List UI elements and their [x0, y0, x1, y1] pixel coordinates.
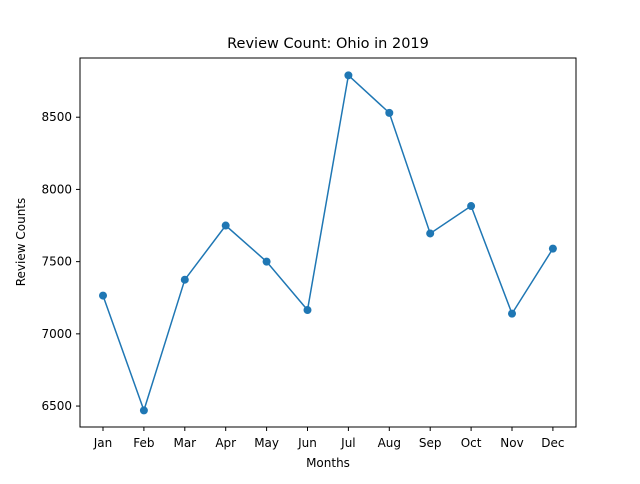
y-tick-label: 7500	[41, 255, 72, 269]
x-tick-label: Jul	[340, 436, 355, 450]
data-point	[467, 202, 476, 211]
data-point	[221, 221, 230, 230]
x-tick-label: Apr	[215, 436, 236, 450]
plot-area-frame	[79, 57, 577, 428]
x-tick-label: Jan	[93, 436, 113, 450]
data-point	[508, 309, 516, 318]
x-axis-label: Months	[306, 456, 350, 470]
series-line	[102, 73, 554, 413]
y-axis-label: Review Counts	[14, 198, 28, 287]
data-point	[262, 257, 271, 266]
y-axis: 6500 7000 7500 8000 8500	[41, 110, 80, 413]
chart-title: Review Count: Ohio in 2019	[227, 36, 429, 52]
data-point	[99, 291, 107, 300]
data-point	[303, 306, 312, 315]
data-point	[139, 406, 148, 415]
x-tick-label: Dec	[541, 436, 564, 450]
x-tick-label: May	[254, 436, 279, 450]
series-points	[99, 71, 557, 415]
x-tick-label: Sep	[419, 436, 442, 450]
y-tick-label: 8500	[41, 110, 72, 124]
x-axis: Jan Feb Mar Apr May Jun Jul Aug Sep Oct Nov Dec	[93, 427, 565, 450]
x-tick-label: Aug	[378, 436, 401, 450]
data-point	[548, 244, 557, 253]
y-tick-label: 6500	[41, 399, 72, 413]
x-tick-label: Mar	[173, 436, 196, 450]
data-point	[426, 229, 435, 238]
data-point	[180, 275, 189, 284]
x-tick-label: Nov	[500, 436, 523, 450]
y-tick-label: 7000	[41, 327, 72, 341]
x-tick-label: Oct	[461, 436, 482, 450]
x-tick-label: Feb	[133, 436, 154, 450]
data-point	[344, 71, 353, 80]
y-tick-label: 8000	[41, 182, 72, 196]
x-tick-label: Jun	[297, 436, 317, 450]
data-point	[385, 108, 394, 117]
